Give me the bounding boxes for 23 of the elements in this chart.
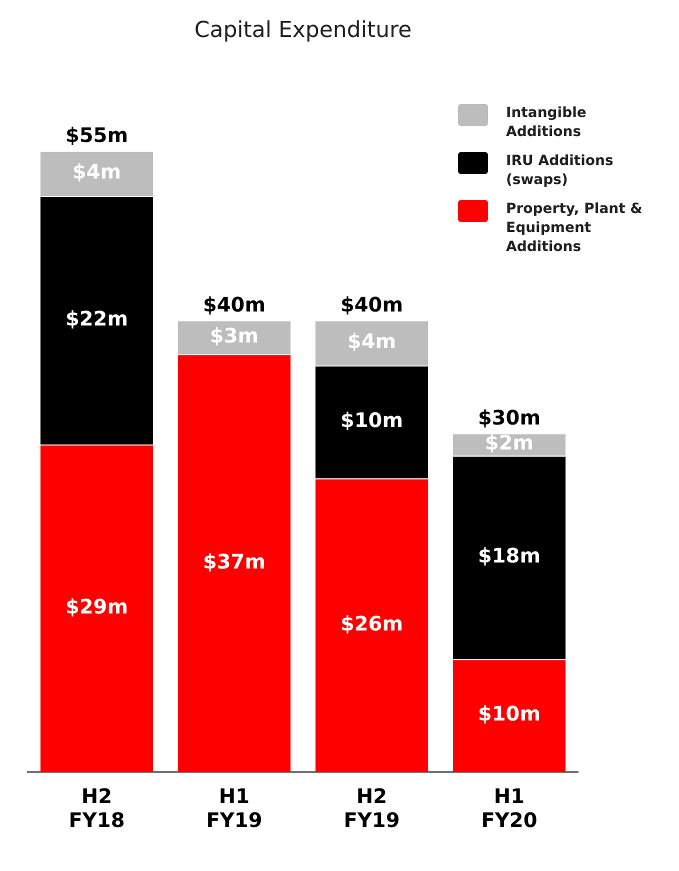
x-tick-label: H2 FY18 <box>68 784 125 832</box>
legend-label: IRU Additions (swaps) <box>506 152 614 190</box>
data-label: $37m <box>202 549 266 574</box>
x-tick-label: H2 FY19 <box>344 784 400 832</box>
data-label: $18m <box>478 544 541 568</box>
chart-title: Capital Expenditure <box>194 18 412 43</box>
total-label: $55m <box>65 123 128 148</box>
data-label: $22m <box>65 306 128 330</box>
total-label: $30m <box>478 405 541 430</box>
x-tick-label: H1 FY20 <box>481 784 538 832</box>
total-label: $40m <box>202 292 266 316</box>
x-tick-label: H1 FY19 <box>206 784 262 832</box>
legend-label: Intangible Additions <box>506 104 588 142</box>
legend-label: Property, Plant & Equipment Additions <box>506 200 644 257</box>
data-label: $10m <box>340 408 404 432</box>
data-label: $4m <box>347 329 396 354</box>
data-label: $29m <box>65 594 128 618</box>
data-label: $4m <box>72 160 122 184</box>
data-label: $26m <box>340 611 404 636</box>
total-label: $40m <box>340 292 404 316</box>
data-label: $3m <box>210 323 259 348</box>
data-label: $10m <box>478 702 541 726</box>
data-label: $2m <box>484 430 534 455</box>
